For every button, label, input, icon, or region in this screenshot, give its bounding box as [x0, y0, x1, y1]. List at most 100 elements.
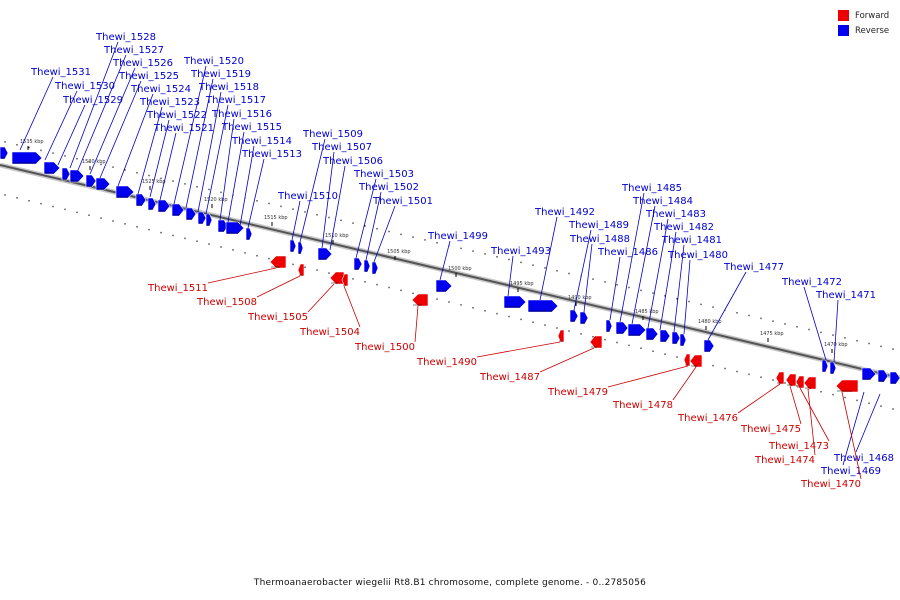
reverse-gene-label: Thewi_1530: [54, 81, 115, 92]
forward-gene-label: Thewi_1508: [196, 297, 257, 308]
forward-leader-line: [208, 268, 276, 283]
reverse-gene-arrow-shade: [87, 185, 92, 187]
reverse-gene-label: Thewi_1514: [231, 136, 292, 147]
legend: Forward Reverse: [838, 8, 889, 38]
reverse-gene-arrow-shade: [529, 310, 552, 312]
reverse-gene-label: Thewi_1472: [781, 277, 842, 288]
reverse-gene-arrow-shade: [207, 224, 210, 226]
forward-gene-arrow-shade: [837, 390, 852, 392]
reverse-gene-label: Thewi_1502: [358, 182, 419, 193]
reverse-gene-label: Thewi_1516: [211, 109, 272, 120]
tick-label: 1520 kbp: [204, 197, 228, 203]
reverse-gene-label: Thewi_1524: [130, 84, 191, 95]
forward-leader-line: [344, 286, 360, 327]
reverse-gene-arrow-shade: [365, 270, 368, 272]
reverse-gene-label: Thewi_1529: [62, 95, 123, 106]
reverse-leader-line: [708, 272, 746, 340]
forward-gene-label: Thewi_1505: [247, 312, 308, 323]
reverse-gene-label: Thewi_1506: [322, 156, 383, 167]
reverse-gene-arrow-shade: [571, 320, 575, 322]
reverse-gene-arrow-shade: [863, 378, 870, 380]
reverse-legend-label: Reverse: [855, 26, 889, 36]
forward-leader-line: [673, 367, 696, 400]
reverse-leader-line: [248, 159, 264, 228]
forward-gene-arrow-shade: [787, 384, 792, 386]
tick-label: 1510 kbp: [325, 233, 349, 239]
reverse-gene-label: Thewi_1482: [653, 222, 714, 233]
tick-label: 1500 kbp: [448, 266, 472, 272]
reverse-gene-arrow-shade: [607, 330, 610, 332]
reverse-gene-arrow-shade: [879, 380, 884, 382]
forward-gene-label: Thewi_1487: [479, 372, 540, 383]
reverse-gene-label: Thewi_1522: [146, 110, 207, 121]
forward-gene-arrow-shade: [591, 346, 597, 348]
forward-gene-label: Thewi_1500: [354, 342, 415, 353]
reverse-gene-label: Thewi_1503: [353, 169, 414, 180]
reverse-gene-arrow-shade: [299, 252, 301, 254]
reverse-gene-arrow-shade: [617, 332, 623, 334]
forward-gene-arrow-shade: [559, 340, 562, 342]
reverse-leader-line: [684, 260, 690, 334]
legend-forward: Forward: [838, 8, 889, 23]
reverse-leader-line: [660, 232, 676, 330]
reverse-gene-arrow-shade: [13, 162, 36, 164]
reverse-gene-arrow-shade: [63, 178, 67, 180]
reverse-swatch: [838, 25, 849, 36]
reverse-leader-line: [540, 217, 557, 300]
reverse-gene-label: Thewi_1468: [833, 453, 894, 464]
reverse-leader-line: [440, 241, 450, 280]
forward-gene-label: Thewi_1470: [800, 479, 861, 490]
reverse-gene-label: Thewi_1493: [490, 246, 551, 257]
reverse-gene-label: Thewi_1526: [112, 58, 173, 69]
reverse-gene-arrow-shade: [291, 250, 294, 252]
forward-gene-label: Thewi_1511: [147, 283, 208, 294]
reverse-gene-label: Thewi_1481: [661, 235, 722, 246]
reverse-gene-arrow-shade: [581, 322, 585, 324]
tick-label: 1515 kbp: [264, 215, 288, 221]
reverse-gene-label: Thewi_1519: [190, 69, 251, 80]
reverse-gene-arrow-shade: [831, 372, 834, 374]
forward-leader-line: [308, 284, 334, 312]
reverse-gene-label: Thewi_1527: [103, 45, 164, 56]
reverse-gene-label: Thewi_1483: [645, 209, 706, 220]
forward-gene-label: Thewi_1476: [677, 413, 738, 424]
reverse-gene-arrow-shade: [227, 232, 238, 234]
forward-legend-label: Forward: [855, 11, 889, 21]
forward-gene-arrow-shade: [299, 274, 302, 276]
reverse-gene-label: Thewi_1507: [311, 142, 372, 153]
tick-label: 1505 kbp: [387, 249, 411, 255]
reverse-gene-arrow-shade: [71, 180, 78, 182]
reverse-gene-arrow-shade: [97, 188, 104, 190]
forward-gene-arrow-shade: [797, 386, 801, 388]
forward-gene-arrow-shade: [685, 364, 688, 366]
forward-leader-line: [738, 384, 780, 413]
reverse-gene-arrow-shade: [219, 230, 224, 232]
reverse-leader-line: [160, 133, 176, 200]
tick-label: 1490 kbp: [568, 295, 592, 301]
legend-reverse: Reverse: [838, 23, 889, 38]
reverse-gene-arrow-shade: [823, 370, 826, 372]
reverse-gene-arrow-shade: [355, 268, 359, 270]
reverse-gene-arrow-shade: [629, 334, 640, 336]
reverse-gene-arrow-shade: [187, 218, 192, 220]
reverse-gene-arrow-shade: [681, 344, 684, 346]
reverse-gene-label: Thewi_1515: [221, 122, 282, 133]
reverse-gene-arrow-shade: [505, 306, 520, 308]
reverse-gene-arrow-shade: [373, 272, 376, 274]
forward-gene-label: Thewi_1478: [612, 400, 673, 411]
reverse-gene-label: Thewi_1471: [815, 290, 876, 301]
reverse-gene-arrow-shade: [199, 222, 203, 224]
reverse-gene-arrow-shade: [891, 382, 896, 384]
reverse-gene-label: Thewi_1521: [153, 123, 214, 134]
reverse-gene-arrow-shade: [45, 172, 54, 174]
tick-label: 1475 kbp: [760, 331, 784, 337]
reverse-gene-label: Thewi_1531: [30, 67, 91, 78]
reverse-gene-label: Thewi_1523: [139, 97, 200, 108]
forward-gene-arrow-shade: [331, 282, 338, 284]
tick-label: 1485 kbp: [635, 309, 659, 315]
forward-gene-label: Thewi_1490: [416, 357, 477, 368]
reverse-gene-label: Thewi_1489: [568, 220, 629, 231]
reverse-gene-arrow-shade: [173, 214, 179, 216]
reverse-gene-label: Thewi_1520: [183, 56, 244, 67]
reverse-gene-arrow-shade: [247, 238, 250, 240]
